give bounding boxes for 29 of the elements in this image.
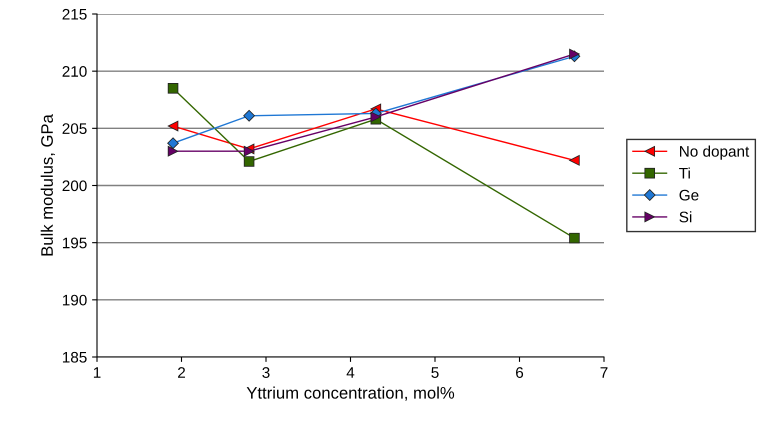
x-tick-label: 5	[431, 367, 439, 378]
legend-label: Si	[679, 211, 692, 222]
point	[569, 232, 580, 244]
y-tick-label: 210	[62, 66, 87, 77]
x-tick-label: 3	[262, 367, 270, 378]
y-tick-label: 185	[62, 352, 87, 363]
point	[168, 120, 178, 132]
x-tick-label: 2	[178, 367, 185, 378]
legend-label: Ti	[679, 167, 690, 179]
legend-label: No dopant	[680, 146, 750, 160]
point	[569, 48, 580, 60]
point	[243, 110, 255, 122]
y-tick-label: 205	[62, 123, 87, 134]
point	[569, 155, 580, 166]
x-tick-label: 1	[94, 367, 101, 378]
point	[168, 146, 178, 156]
x-tick-label: 6	[516, 367, 524, 378]
point	[167, 137, 179, 150]
y-tick-label: 195	[62, 238, 87, 248]
y-tick-label: 200	[62, 180, 87, 192]
point	[244, 156, 254, 167]
y-tick-label: 215	[62, 8, 87, 20]
y-tick-label: 190	[62, 294, 87, 306]
point	[168, 83, 178, 94]
legend-label: Ge	[680, 190, 698, 201]
x-tick-label: 4	[346, 367, 354, 378]
x-tick-label: 7	[600, 367, 608, 378]
y-axis-title: Bulk modulus, GPa	[40, 114, 55, 256]
x-axis-title: Yttrium concentration, mol%	[246, 386, 454, 401]
